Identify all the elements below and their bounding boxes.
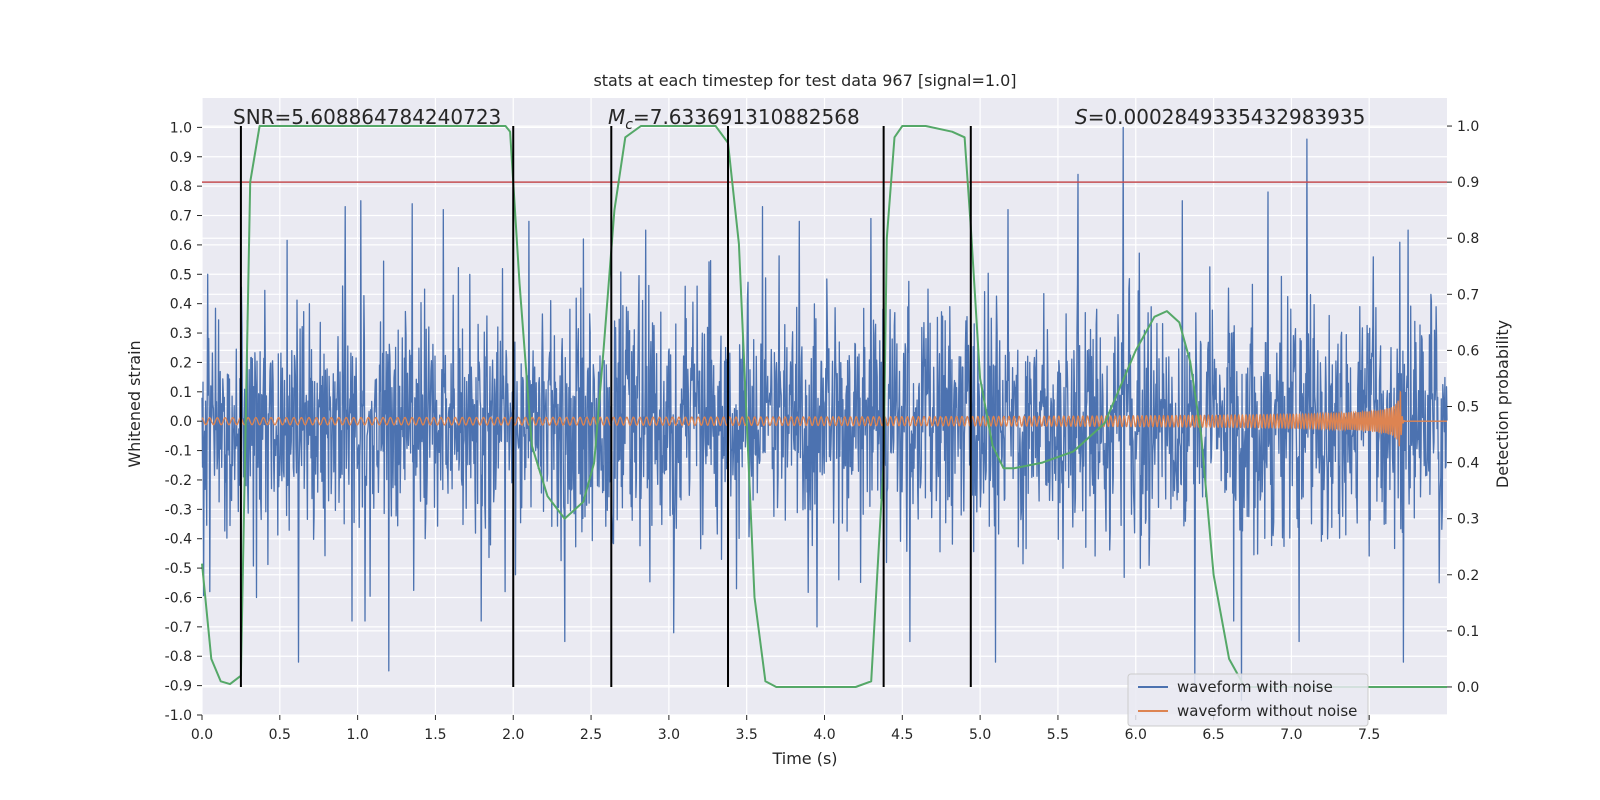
- x-tick-label: 5.0: [969, 727, 991, 743]
- y-tick-label: -0.7: [165, 620, 192, 636]
- x-tick-label: 3.0: [658, 727, 680, 743]
- x-tick-label: 5.5: [1047, 727, 1069, 743]
- s-symbol: S: [1075, 105, 1088, 129]
- y2-tick-label: 0.7: [1457, 287, 1479, 303]
- series-waveform-without-noise: [201, 390, 1447, 447]
- x-tick-label: 3.5: [736, 727, 758, 743]
- y2-tick-label: 0.8: [1457, 231, 1479, 247]
- y-tick-label: 0.9: [170, 150, 192, 166]
- x-tick-label: 0.0: [191, 727, 213, 743]
- x-tick-label: 7.5: [1358, 727, 1380, 743]
- y-tick-label: 0.1: [170, 385, 192, 401]
- legend-label-noise: waveform with noise: [1177, 678, 1333, 696]
- series-layer: [201, 125, 1448, 701]
- series-detection-probability: [201, 125, 1447, 688]
- series-waveform-with-noise: [201, 126, 1448, 701]
- y2-tick-label: 0.4: [1457, 456, 1479, 472]
- y2-tick-label: 0.1: [1457, 624, 1479, 640]
- legend: waveform with noise waveform without noi…: [1127, 673, 1369, 727]
- y-tick-label: 0.2: [170, 355, 192, 371]
- y-tick-label: 0.3: [170, 326, 192, 342]
- y-axis-label: Whitened strain: [125, 340, 144, 467]
- x-tick-label: 6.0: [1125, 727, 1147, 743]
- y-tick-label: 0.7: [170, 209, 192, 225]
- x-tick-label: 1.0: [346, 727, 368, 743]
- snr-annotation: SNR=5.608864784240723: [233, 105, 501, 129]
- s-value: =0.0002849335432983935: [1088, 105, 1366, 129]
- chirp-mass-subscript: c: [625, 117, 633, 133]
- y-tick-label: -0.8: [165, 649, 192, 665]
- x-tick-label: 2.0: [502, 727, 524, 743]
- chirp-mass-annotation: Mc=7.633691310882568: [608, 105, 860, 133]
- y-tick-label: 0.6: [170, 238, 192, 254]
- s-annotation: S=0.0002849335432983935: [1075, 105, 1365, 129]
- y-tick-label: -1.0: [165, 708, 192, 724]
- vertical-lines: [239, 126, 972, 687]
- legend-label-clean: waveform without noise: [1177, 702, 1357, 720]
- y-tick-label: -0.2: [165, 473, 192, 489]
- x-tick-label: 7.0: [1280, 727, 1302, 743]
- y2-tick-label: 1.0: [1457, 119, 1479, 135]
- x-tick-label: 0.5: [269, 727, 291, 743]
- y-tick-label: 0.4: [170, 297, 192, 313]
- y2-tick-label: 0.5: [1457, 400, 1479, 416]
- y-tick-label: 0.5: [170, 267, 192, 283]
- y2-tick-label: 0.2: [1457, 568, 1479, 584]
- y2-tick-label: 0.3: [1457, 512, 1479, 528]
- y2-tick-label: 0.9: [1457, 175, 1479, 191]
- y-tick-label: -0.3: [165, 502, 192, 518]
- y2-tick-label: 0.0: [1457, 680, 1479, 696]
- y-tick-label: 0.0: [170, 414, 192, 430]
- y-tick-label: -0.5: [165, 561, 192, 577]
- y-tick-label: -0.9: [165, 679, 192, 695]
- chirp-mass-value: =7.633691310882568: [633, 105, 860, 129]
- x-tick-label: 6.5: [1202, 727, 1224, 743]
- y2-axis-label: Detection probability: [1493, 320, 1512, 488]
- x-tick-label: 2.5: [580, 727, 602, 743]
- x-tick-label: 4.0: [813, 727, 835, 743]
- y-tick-label: 1.0: [170, 120, 192, 136]
- x-tick-label: 1.5: [424, 727, 446, 743]
- y-tick-label: 0.8: [170, 179, 192, 195]
- y-tick-label: -0.1: [165, 444, 192, 460]
- y-tick-label: -0.6: [165, 590, 192, 606]
- y-tick-label: -0.4: [165, 532, 192, 548]
- x-tick-label: 4.5: [891, 727, 913, 743]
- y2-tick-label: 0.6: [1457, 343, 1479, 359]
- ticks: 0.0 0.5 1.0 1.5 2.0 2.5 3.0 3.5 4.0 4.5 5.0 5.5 6.0 6…: [165, 119, 1480, 743]
- chirp-mass-symbol: M: [608, 105, 625, 129]
- chart-title: stats at each timestep for test data 967…: [593, 71, 1016, 90]
- legend-box: [1127, 673, 1369, 727]
- x-axis-label: Time (s): [771, 749, 837, 768]
